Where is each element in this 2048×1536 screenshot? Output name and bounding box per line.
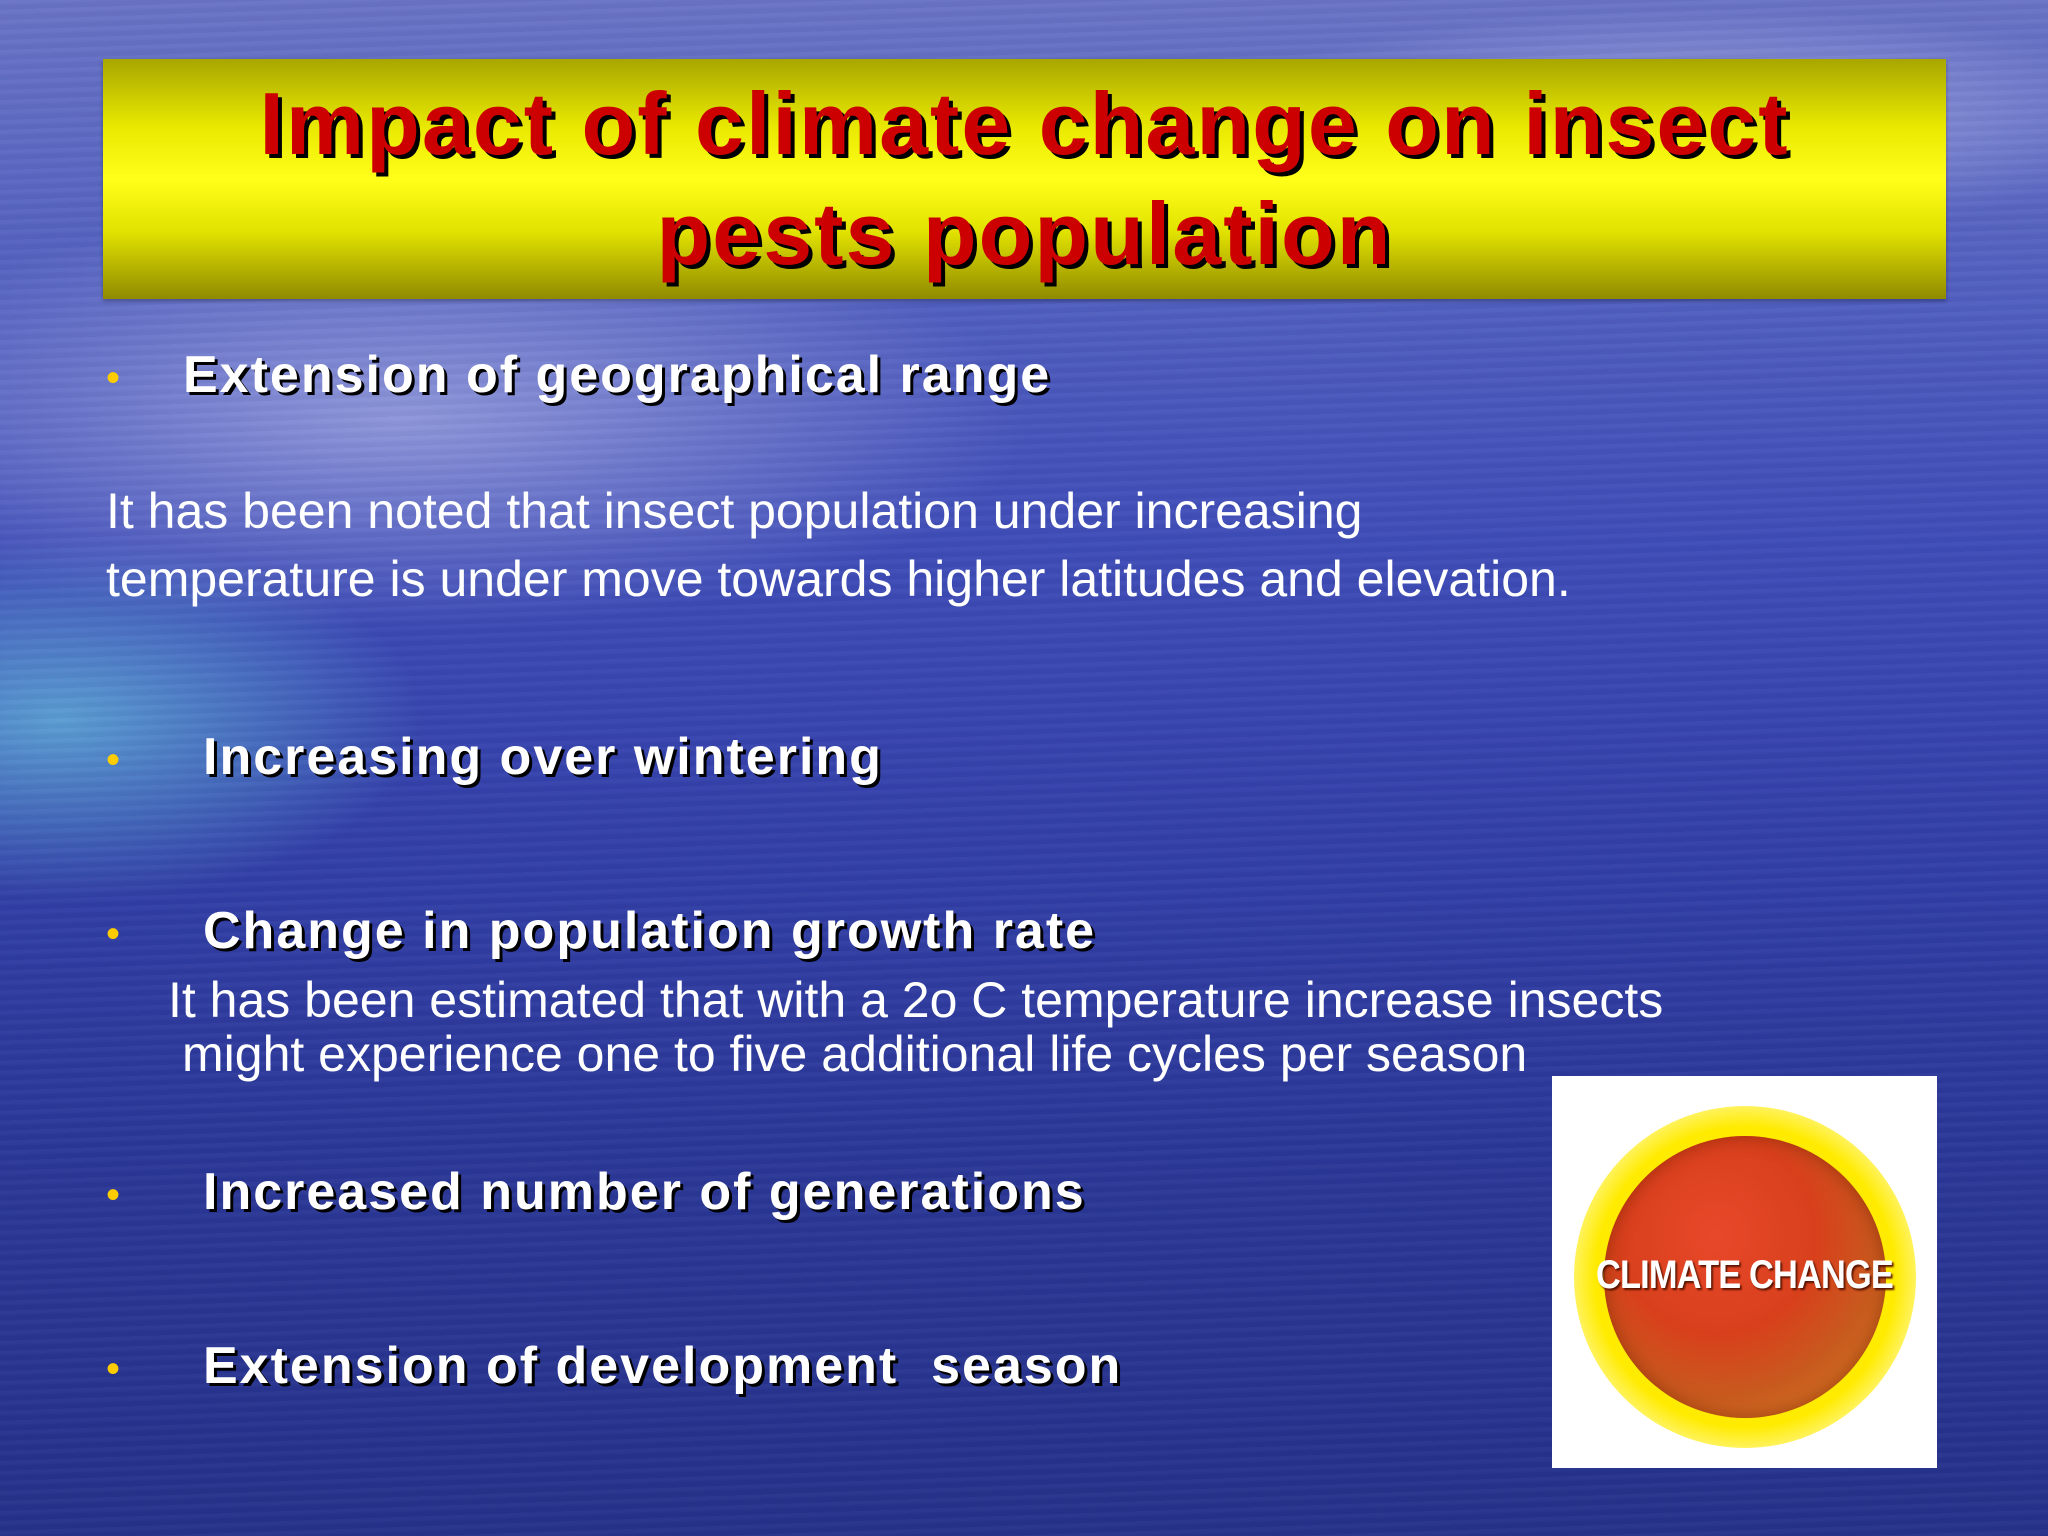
heading-geographical-range: Extension of geographical range xyxy=(183,346,1052,404)
heading-development-season: Extension of development season xyxy=(203,1337,1123,1395)
paragraph-geographical-range-line-2: temperature is under move towards higher… xyxy=(106,551,1571,607)
bullet-icon: • xyxy=(106,912,121,956)
bullet-icon: • xyxy=(106,1173,121,1217)
slide-title: Impact of climate change on insect pests… xyxy=(259,74,1790,283)
heading-over-wintering: Increasing over wintering xyxy=(203,728,883,786)
bullet-icon: • xyxy=(106,738,121,782)
climate-change-logo: CLIMATE CHANGE xyxy=(1552,1076,1937,1468)
title-banner: Impact of climate change on insect pests… xyxy=(103,59,1946,299)
heading-number-of-generations: Increased number of generations xyxy=(203,1163,1086,1221)
logo-text: CLIMATE CHANGE xyxy=(1596,1253,1894,1297)
bullet-icon: • xyxy=(106,356,121,400)
earth-disc-icon xyxy=(1604,1136,1886,1418)
paragraph-growth-rate-line-2: might experience one to five additional … xyxy=(182,1026,1528,1082)
paragraph-geographical-range-line-1: It has been noted that insect population… xyxy=(106,483,1363,539)
paragraph-growth-rate-line-1: It has been estimated that with a 2o C t… xyxy=(168,972,1664,1028)
bullet-icon: • xyxy=(106,1347,121,1391)
heading-population-growth-rate: Change in population growth rate xyxy=(203,902,1097,960)
